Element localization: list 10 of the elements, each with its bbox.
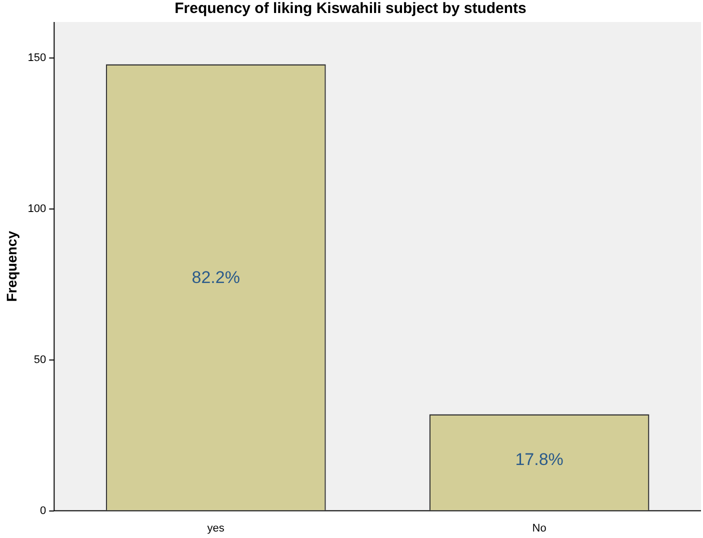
chart-title: Frequency of liking Kiswahili subject by students <box>174 0 526 18</box>
annotation: 82.2% <box>192 268 240 288</box>
y-axis-title: Frequency <box>3 230 20 302</box>
x-tick-label: No <box>532 522 546 534</box>
y-tick-label: 150 <box>28 52 46 64</box>
x-tick-label: yes <box>207 522 225 534</box>
y-tick-label: 50 <box>34 354 46 366</box>
y-tick-label: 0 <box>40 504 46 517</box>
annotation: 17.8% <box>515 450 564 470</box>
y-tick-label: 100 <box>28 203 46 216</box>
